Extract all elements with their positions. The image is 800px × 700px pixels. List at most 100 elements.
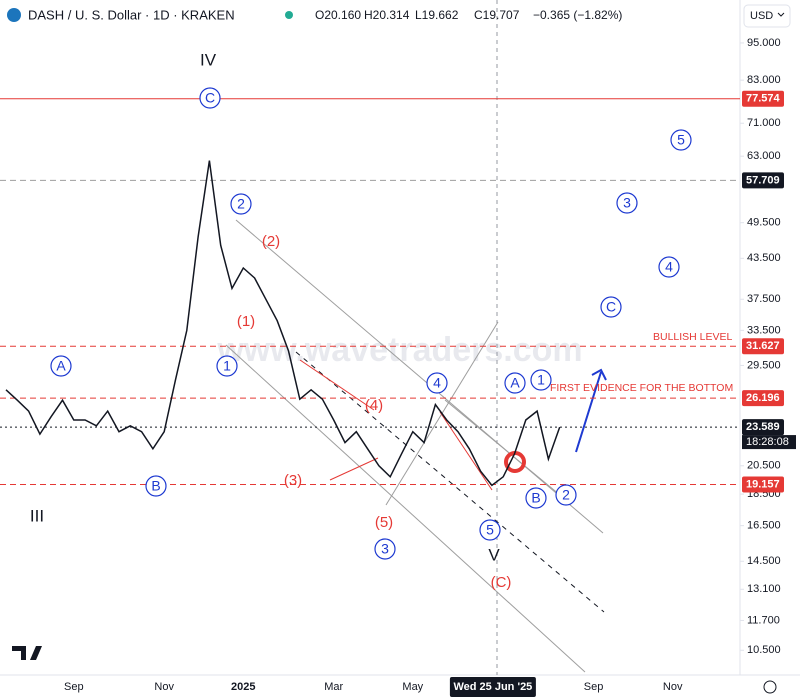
level-label-bg bbox=[742, 476, 784, 493]
wave-label: B bbox=[531, 490, 540, 506]
wave-circle bbox=[504, 372, 526, 394]
wave-label: 1 bbox=[223, 358, 231, 374]
wave-label: A bbox=[510, 375, 520, 391]
wave-label: 3 bbox=[623, 195, 631, 211]
wave-label: C bbox=[606, 299, 616, 315]
settings-icon[interactable] bbox=[763, 680, 777, 694]
wave-label: 3 bbox=[381, 541, 389, 557]
countdown: 18:28:08 bbox=[746, 436, 789, 448]
level-label: 19.157 bbox=[746, 478, 780, 490]
x-tick-label: Nov bbox=[154, 681, 174, 693]
wave-label: A bbox=[56, 358, 66, 374]
wave-circle bbox=[530, 369, 552, 391]
y-tick-label: 95.000 bbox=[747, 37, 781, 49]
wave-circle bbox=[555, 484, 577, 506]
wave-circle bbox=[199, 87, 221, 109]
wave-circle bbox=[216, 355, 238, 377]
wave-circle bbox=[670, 129, 692, 151]
y-tick-label: 71.000 bbox=[747, 117, 781, 129]
wave-circle bbox=[479, 519, 501, 541]
wave-label-red: (2) bbox=[262, 233, 280, 250]
wave-circle bbox=[525, 487, 547, 509]
symbol-icon bbox=[7, 8, 21, 22]
level-label: 26.196 bbox=[746, 392, 780, 404]
level-label: 57.709 bbox=[746, 174, 780, 186]
dropdown-arrow bbox=[777, 12, 785, 17]
y-tick-label: 11.700 bbox=[747, 614, 780, 626]
wave-label: 1 bbox=[537, 372, 545, 388]
level-label: 31.627 bbox=[746, 340, 780, 352]
level-label-bg bbox=[742, 172, 784, 189]
watermark: www.wavetraders.com bbox=[216, 331, 582, 369]
y-tick-label: 63.000 bbox=[747, 150, 781, 162]
wave-label: 4 bbox=[433, 375, 441, 391]
y-tick-label: 49.500 bbox=[747, 217, 781, 229]
crosshair-label-bg bbox=[449, 677, 536, 697]
y-tick-label: 13.100 bbox=[747, 583, 781, 595]
currency[interactable]: USD bbox=[750, 10, 773, 22]
x-tick-label: May bbox=[402, 681, 423, 693]
y-tick-label: 29.500 bbox=[747, 359, 781, 371]
y-tick-label: 14.500 bbox=[747, 555, 781, 567]
status-dot bbox=[285, 11, 293, 19]
y-tick-label: 43.500 bbox=[747, 252, 781, 264]
y-tick-label: 20.500 bbox=[747, 460, 781, 472]
level-label: 23.589 bbox=[746, 421, 780, 433]
wave-circle bbox=[230, 193, 252, 215]
tv-logo bbox=[12, 646, 42, 660]
level-label: 77.574 bbox=[746, 93, 781, 105]
x-tick-label: Wed 25 Jun '25 bbox=[453, 681, 532, 693]
wave-circle bbox=[600, 296, 622, 318]
wave-label-red: (C) bbox=[491, 574, 512, 591]
level-label-bg bbox=[742, 338, 784, 355]
red-trends bbox=[299, 359, 493, 491]
wave-label-roman: III bbox=[30, 506, 44, 525]
wave-circle bbox=[426, 372, 448, 394]
ohlc-value: −0.365 (−1.82%) bbox=[533, 8, 622, 22]
dashed-trend bbox=[295, 351, 605, 613]
currency-selector[interactable] bbox=[743, 4, 791, 28]
wave-label-red: (4) bbox=[365, 397, 383, 414]
wave-label: 5 bbox=[486, 522, 494, 538]
y-tick-label: 37.500 bbox=[747, 293, 781, 305]
wave-label-roman: IV bbox=[200, 50, 217, 69]
annotation: FIRST EVIDENCE FOR THE BOTTOM bbox=[550, 382, 733, 394]
projection-arrow bbox=[575, 368, 607, 453]
wave-circle bbox=[145, 475, 167, 497]
wave-label: 2 bbox=[562, 487, 570, 503]
ohlc-value: O20.160 bbox=[315, 8, 361, 22]
level-label-bg bbox=[742, 90, 784, 107]
y-tick-label: 83.000 bbox=[747, 74, 781, 86]
wave-label-red: (5) bbox=[375, 514, 393, 531]
wave-label-red: (1) bbox=[237, 313, 255, 330]
wave-label: 4 bbox=[665, 259, 673, 275]
x-tick-label: Sep bbox=[64, 681, 84, 693]
y-tick-label: 16.500 bbox=[747, 520, 781, 532]
x-tick-label: 2025 bbox=[231, 681, 255, 693]
level-label-bg bbox=[742, 390, 784, 407]
x-tick-label: Nov bbox=[663, 681, 683, 693]
wave-circle bbox=[50, 355, 72, 377]
wave-circle bbox=[374, 538, 396, 560]
ohlc-value: H20.314 bbox=[364, 8, 410, 22]
wave-label: 2 bbox=[237, 196, 245, 212]
y-tick-label: 10.500 bbox=[747, 644, 781, 656]
annotation: BULLISH LEVEL bbox=[653, 331, 733, 343]
wave-label: B bbox=[151, 478, 160, 494]
ohlc-value: C19.707 bbox=[474, 8, 520, 22]
level-label-bg bbox=[742, 419, 784, 436]
symbol-title: DASH / U. S. Dollar · 1D · KRAKEN bbox=[28, 7, 235, 22]
wave-label-red: (3) bbox=[284, 472, 302, 489]
wave-circle bbox=[616, 192, 638, 214]
countdown-bg bbox=[742, 435, 796, 450]
wave-circle bbox=[658, 256, 680, 278]
ohlc-value: L19.662 bbox=[415, 8, 459, 22]
wave-label: C bbox=[205, 90, 215, 106]
price-line bbox=[5, 160, 561, 487]
x-tick-label: Mar bbox=[324, 681, 343, 693]
y-tick-label: 33.500 bbox=[747, 324, 781, 336]
wave-label-roman: V bbox=[488, 545, 500, 564]
x-tick-label: Sep bbox=[584, 681, 604, 693]
